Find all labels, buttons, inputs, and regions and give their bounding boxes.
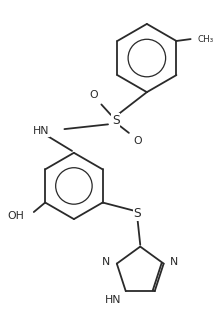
Text: OH: OH (7, 211, 24, 221)
Text: S: S (112, 114, 119, 127)
Text: O: O (133, 136, 142, 146)
Text: N: N (170, 257, 178, 267)
Text: N: N (102, 257, 110, 267)
Text: CH₃: CH₃ (197, 35, 214, 43)
Text: HN: HN (104, 295, 121, 305)
Text: S: S (134, 207, 141, 220)
Text: O: O (89, 90, 98, 100)
Text: HN: HN (33, 126, 49, 136)
